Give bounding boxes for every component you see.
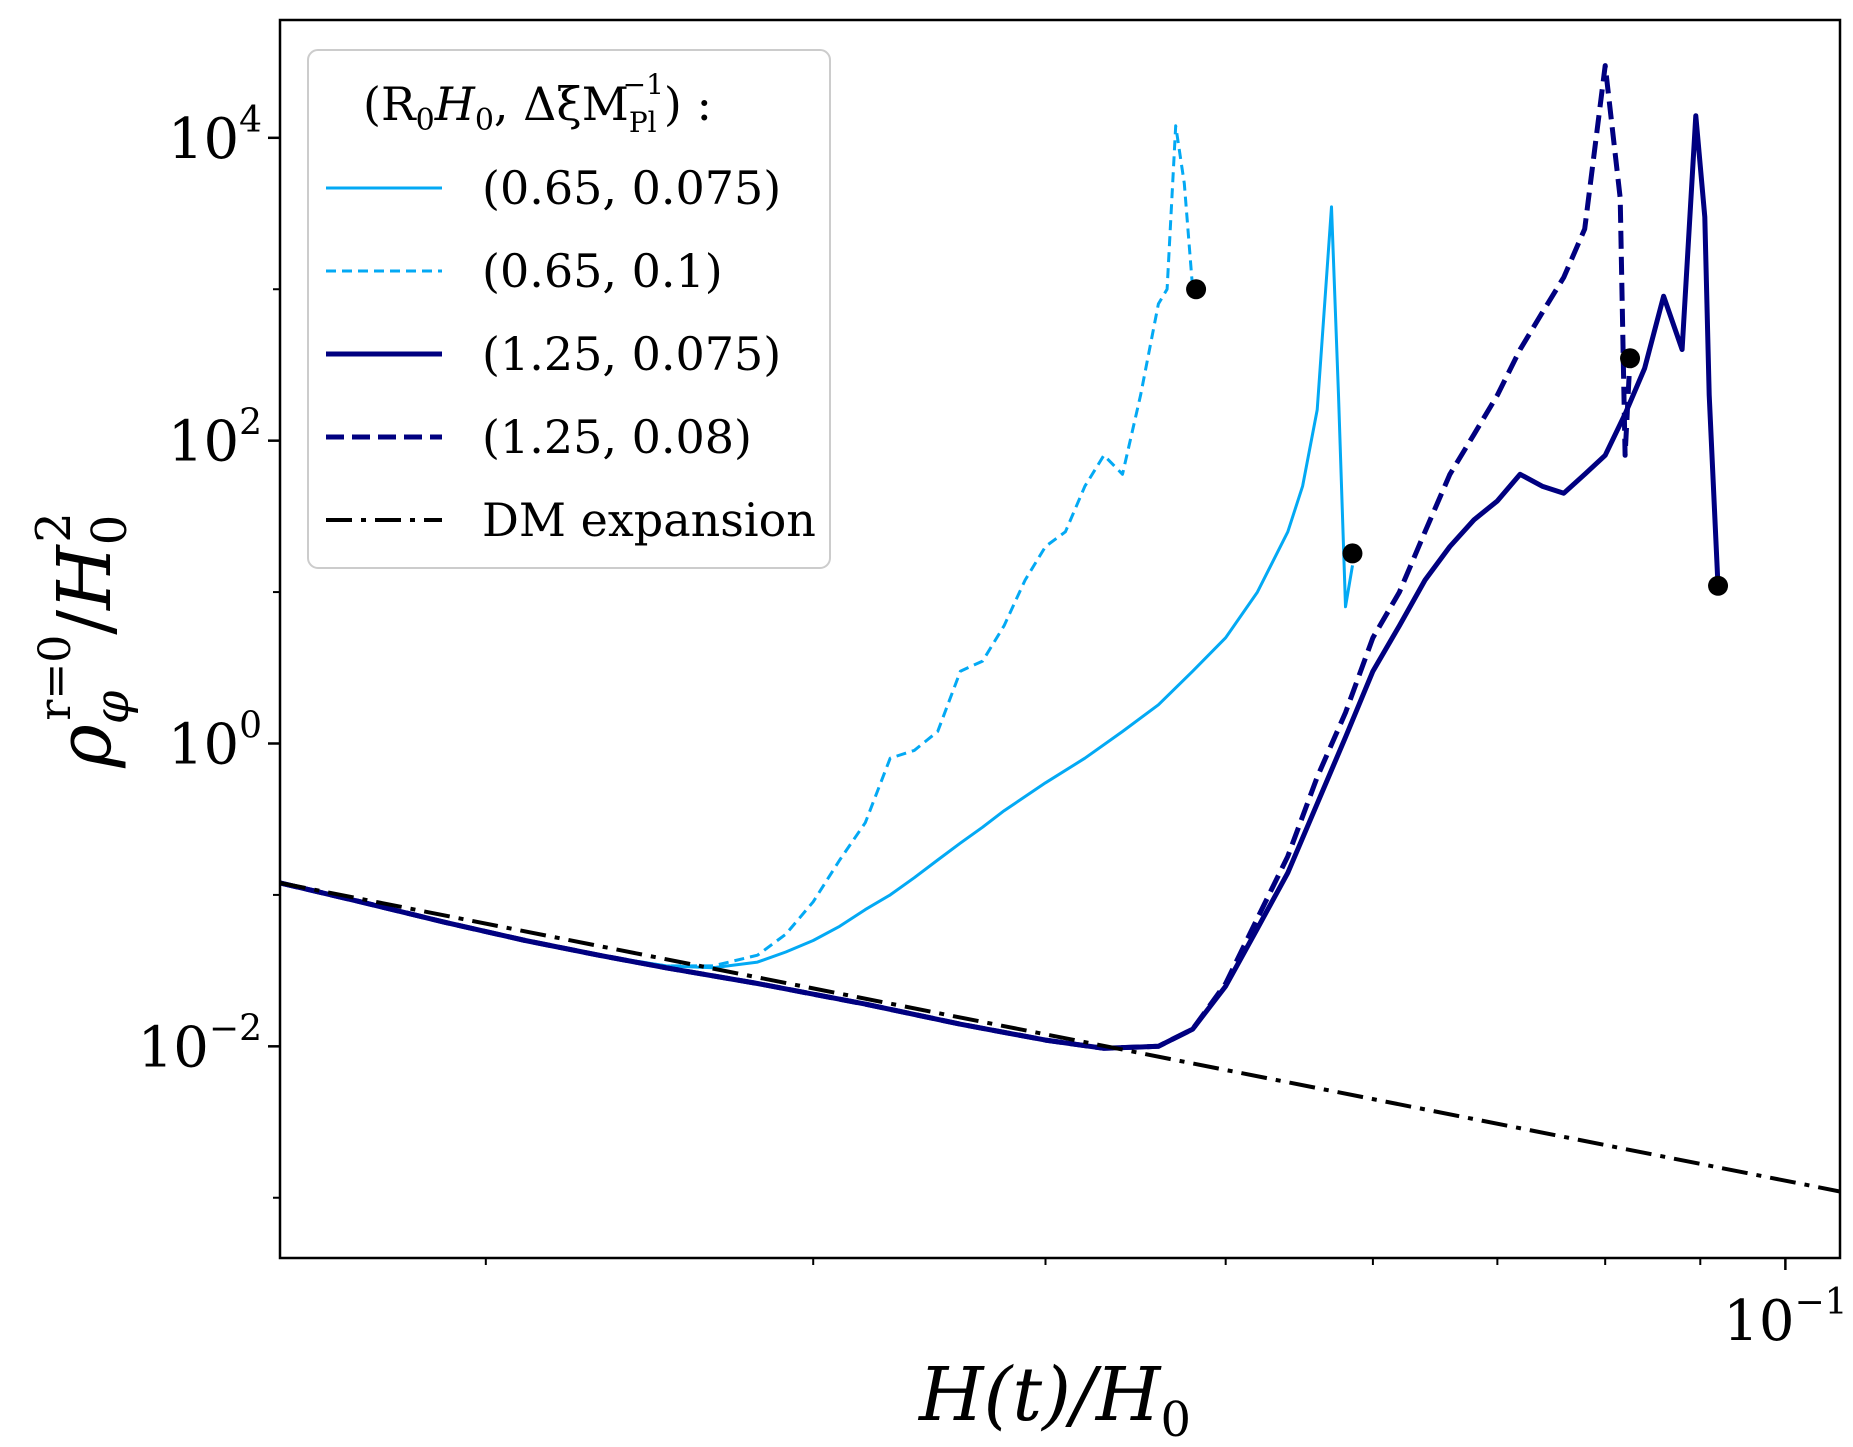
y-tick-label-3: 102 xyxy=(168,403,262,475)
legend: (R0H0, ΔξMPl−1) : (0.65, 0.075)(0.65, 0.… xyxy=(307,49,831,569)
plot-frame xyxy=(278,18,1842,1260)
end-marker-1 xyxy=(1342,543,1363,564)
series-layer xyxy=(280,63,1840,1194)
legend-label-3: (1.25, 0.075) xyxy=(482,327,781,381)
legend-label-1: (0.65, 0.075) xyxy=(482,161,781,215)
legend-title: (R0H0, ΔξMPl−1) : xyxy=(363,68,712,139)
end-marker-3 xyxy=(1708,575,1729,596)
y-axis-label-group: ρφr=0/H02 xyxy=(26,512,140,769)
end-marker-2 xyxy=(1186,279,1207,300)
y-tick-label-4: 104 xyxy=(168,100,262,172)
series-line-3 xyxy=(280,113,1721,1051)
series-line-4 xyxy=(280,63,1633,1051)
legend-label-2: (0.65, 0.1) xyxy=(482,244,723,298)
y-axis-label: ρφr=0/H02 xyxy=(26,512,140,769)
series-line-2 xyxy=(280,124,1195,968)
legend-label-4: (1.25, 0.08) xyxy=(482,410,752,464)
x-tick-label-1: 10−1 xyxy=(1723,1282,1847,1354)
legend-label-5: DM expansion xyxy=(482,493,816,547)
end-marker-4 xyxy=(1620,348,1641,369)
axis-ticks: 10−2 100 102 104 10−1 xyxy=(138,100,1848,1354)
y-tick-label-1: 10−2 xyxy=(138,1008,262,1080)
y-tick-label-2: 100 xyxy=(168,705,262,777)
x-axis-label: H(t)/H0 xyxy=(917,1352,1191,1447)
series-line-5 xyxy=(280,880,1840,1194)
legend-entries: (0.65, 0.075) (0.65, 0.1) (1.25, 0.075) (1.… xyxy=(326,161,816,547)
end-markers xyxy=(1186,279,1729,596)
